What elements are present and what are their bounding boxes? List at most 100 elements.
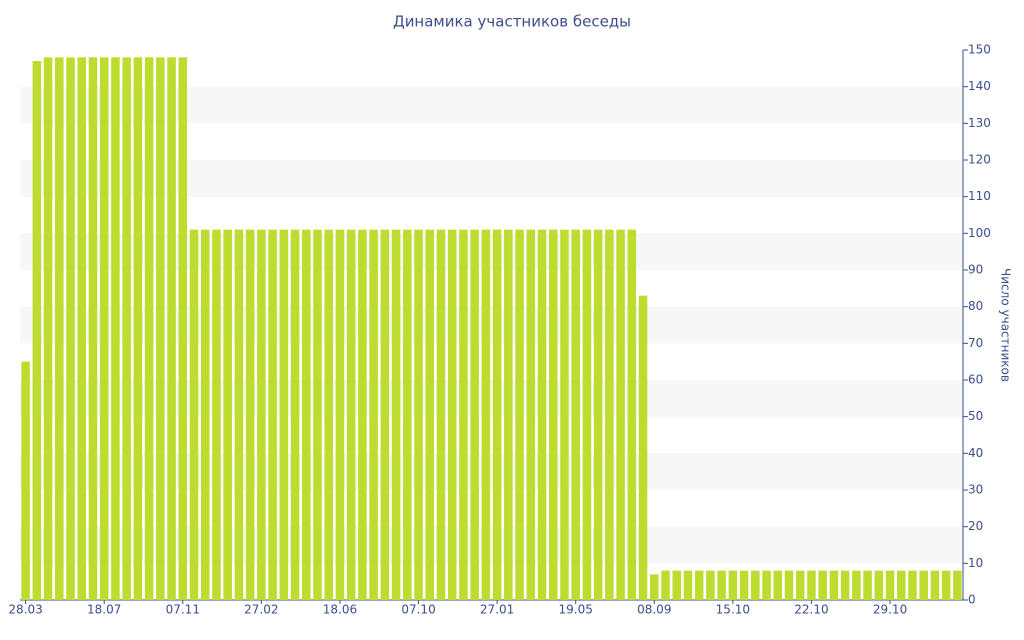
bar [919,570,928,600]
bar [122,57,131,601]
bar [391,229,401,600]
bar [863,570,872,600]
bar [133,57,143,601]
bar [885,570,895,600]
x-tick-label: 15.10 [716,603,750,617]
bar [706,570,715,600]
x-tick-label: 29.10 [873,603,907,617]
bar [773,570,783,600]
x-tick-label: 28.03 [8,603,42,617]
y-tick-label: 110 [968,189,991,203]
bar [66,57,75,601]
bar [492,229,502,600]
y-tick-label: 140 [968,79,991,93]
y-tick-label: 80 [968,299,983,313]
bar [481,229,491,600]
bar [908,570,917,600]
bar [548,229,558,600]
bar [807,570,816,600]
x-tick-label: 07.11 [166,603,200,617]
bar [728,570,738,600]
bar [55,57,64,601]
bar [661,570,670,600]
bar [627,229,637,600]
bar [380,229,390,600]
bar [941,570,951,600]
bar [223,229,232,600]
y-tick-label: 90 [968,263,983,277]
bar [582,229,592,600]
bar [111,57,120,601]
bar [638,295,648,600]
bar [852,570,861,600]
y-tick-label: 10 [968,556,983,570]
bar [346,229,356,600]
bar [43,57,53,601]
bar [425,229,435,600]
bar [167,57,176,601]
y-tick-label: 120 [968,153,991,167]
bar [200,229,210,600]
y-axis-label: Число участников [999,268,1013,382]
bar [840,570,850,600]
bar [358,229,367,600]
bar [526,229,536,600]
bar [537,229,547,600]
y-tick-label: 20 [968,519,983,533]
bar [369,229,378,600]
x-tick-label: 18.07 [87,603,121,617]
bar [436,229,446,600]
bar [257,229,266,600]
bar [403,229,412,600]
x-tick-label: 27.01 [480,603,514,617]
bar [930,570,940,600]
y-tick-label: 130 [968,116,991,130]
bar [650,574,659,600]
bar [829,570,839,600]
bar [605,229,614,600]
grid-band [20,453,963,490]
bar [694,570,704,600]
bar [504,229,513,600]
chart-title: Динамика участников беседы [393,13,631,31]
bar [515,229,524,600]
grid-band [20,526,963,564]
bar [616,229,625,600]
grid-band [20,380,963,417]
bar [290,229,300,600]
x-tick-label: 19.05 [559,603,593,617]
bar [212,229,221,600]
bar [144,57,154,601]
bar [470,229,479,600]
bar [447,229,457,600]
x-tick-label: 18.06 [323,603,357,617]
y-tick-label: 30 [968,483,983,497]
bar [335,229,345,600]
bar [818,570,827,600]
bar [21,361,30,600]
x-tick-label: 22.10 [794,603,828,617]
y-tick-label: 60 [968,373,983,387]
y-tick-label: 40 [968,446,983,460]
grid-band [20,306,963,344]
y-tick-label: 70 [968,336,983,350]
bar [874,570,884,600]
bar [739,570,749,600]
x-tick-label: 08.09 [637,603,671,617]
x-tick-label: 07.10 [401,603,435,617]
bar [156,57,165,601]
bar [672,570,681,600]
y-tick-label: 100 [968,226,991,240]
bar [313,229,322,600]
bar [324,229,333,600]
bar [77,57,87,601]
bar [717,570,726,600]
bar [560,229,569,600]
bar [459,229,468,600]
bar [245,229,255,600]
x-tick-label: 27.02 [244,603,278,617]
bar [683,570,693,600]
y-tick-label: 0 [968,593,976,607]
grid-band [20,86,963,124]
